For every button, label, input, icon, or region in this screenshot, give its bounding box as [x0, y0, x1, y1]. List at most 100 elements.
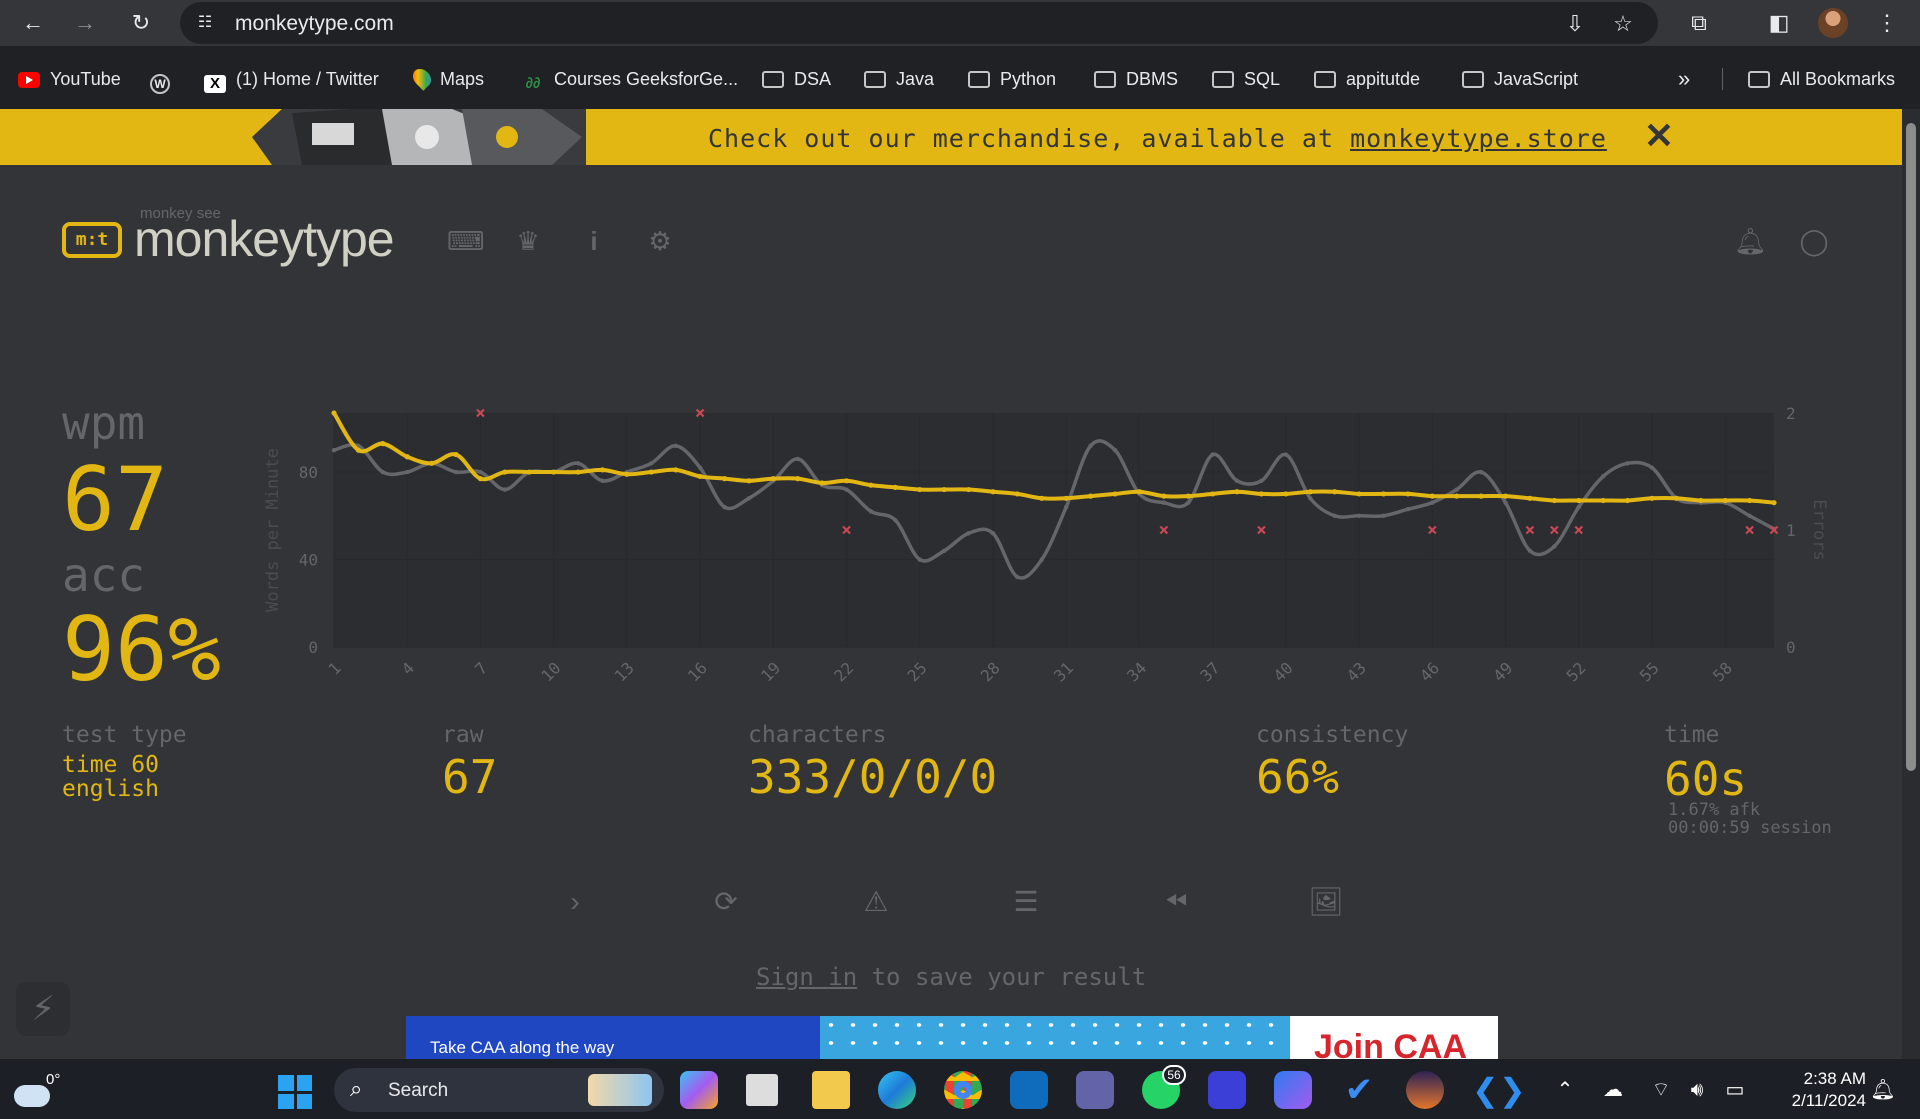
- scrollbar-thumb[interactable]: [1906, 123, 1916, 771]
- report-warning-icon[interactable]: ⚠: [863, 886, 889, 917]
- taskbar-search[interactable]: ⌕ Search: [334, 1068, 664, 1112]
- cloud-icon: [14, 1085, 50, 1107]
- data-point-wpm: [770, 476, 776, 482]
- bookmark-star-icon[interactable]: ☆: [1613, 11, 1633, 36]
- consistency-label: consistency: [1256, 722, 1409, 748]
- bookmark-twitter[interactable]: X (1) Home / Twitter: [204, 58, 379, 100]
- advertisement[interactable]: Take CAA along the way Join CAA: [406, 1016, 1498, 1060]
- whatsapp-icon[interactable]: 56: [1142, 1065, 1186, 1109]
- data-point-raw: [1381, 513, 1386, 518]
- signin-link[interactable]: Sign in: [756, 963, 858, 991]
- close-banner-icon[interactable]: ✕: [1643, 115, 1675, 156]
- chrome-icon[interactable]: [944, 1071, 982, 1109]
- battery-icon[interactable]: ▭: [1725, 1079, 1745, 1101]
- about-info-icon[interactable]: i: [590, 226, 598, 256]
- bookmark-folder-javascript[interactable]: JavaScript: [1462, 58, 1578, 100]
- more-bookmarks-button[interactable]: »: [1678, 66, 1691, 91]
- weather-widget[interactable]: 0°: [14, 1071, 74, 1111]
- leaderboard-crown-icon[interactable]: ♛: [516, 226, 540, 256]
- data-point-raw: [990, 531, 996, 536]
- bookmark-folder-sql[interactable]: SQL: [1212, 58, 1280, 100]
- data-point-wpm: [1722, 497, 1728, 504]
- copilot-pre-icon[interactable]: [680, 1071, 718, 1109]
- install-app-icon[interactable]: ⇩: [1565, 11, 1585, 36]
- task-view-icon[interactable]: [746, 1074, 778, 1106]
- forward-icon[interactable]: →: [74, 10, 96, 35]
- keyboard-icon[interactable]: ⌨: [447, 226, 485, 256]
- data-point-wpm: [1771, 500, 1777, 506]
- consistency-value: 66%: [1256, 750, 1340, 804]
- screenshot-image-icon[interactable]: 🖼︎: [1308, 886, 1344, 917]
- wifi-icon[interactable]: ⌔: [1651, 1079, 1671, 1101]
- data-point-raw: [1356, 513, 1362, 518]
- next-test-chevron-icon[interactable]: ›: [570, 886, 580, 917]
- data-point-raw: [331, 447, 337, 453]
- test-type-language: english: [62, 776, 159, 802]
- word-history-icon[interactable]: ☰: [1013, 886, 1039, 917]
- bookmark-label: appitutde: [1346, 69, 1421, 89]
- url-text[interactable]: monkeytype.com: [235, 12, 394, 35]
- windows-start-icon[interactable]: [278, 1075, 312, 1109]
- replay-rewind-icon[interactable]: ⏪︎: [1164, 886, 1188, 917]
- site-settings-icon[interactable]: ☷: [197, 14, 213, 31]
- bookmark-youtube[interactable]: YouTube: [18, 58, 121, 100]
- address-bar[interactable]: ☷ monkeytype.com ⇩ ☆: [180, 2, 1658, 44]
- app-icon[interactable]: [1208, 1071, 1246, 1109]
- side-panel-icon[interactable]: ◧: [1768, 10, 1790, 35]
- outlook-new-icon[interactable]: [1010, 1071, 1048, 1109]
- all-bookmarks-button[interactable]: All Bookmarks: [1748, 58, 1895, 100]
- bookmark-geeksforgeeks[interactable]: ∂∂ Courses GeeksforGe...: [522, 58, 739, 100]
- account-user-icon[interactable]: ◯: [1799, 226, 1829, 256]
- bookmark-maps[interactable]: Maps: [409, 58, 484, 100]
- logo-text[interactable]: monkeytype: [134, 211, 395, 267]
- data-point-wpm: [1649, 495, 1655, 501]
- data-point-wpm: [721, 476, 728, 482]
- data-point-raw: [868, 509, 874, 514]
- bookmark-folder-appitutde[interactable]: appitutde: [1314, 58, 1420, 100]
- notifications-bell-icon[interactable]: 🔔︎: [1734, 226, 1768, 256]
- characters-label: characters: [748, 722, 887, 748]
- bookmark-folder-dsa[interactable]: DSA: [762, 58, 831, 100]
- whatsapp-badge: 56: [1162, 1065, 1186, 1085]
- store-link[interactable]: monkeytype.store: [1350, 124, 1607, 153]
- data-point-wpm: [551, 469, 557, 475]
- todo-check-icon[interactable]: ✔: [1340, 1071, 1378, 1109]
- bookmark-label: DBMS: [1126, 69, 1179, 89]
- settings-gear-icon[interactable]: ⚙: [648, 226, 672, 256]
- teams-new-icon[interactable]: [1076, 1071, 1114, 1109]
- time-label: time: [1664, 722, 1720, 748]
- eclipse-icon[interactable]: [1406, 1071, 1444, 1109]
- file-explorer-icon[interactable]: [812, 1071, 850, 1109]
- command-line-lightning-icon[interactable]: ⚡︎: [16, 982, 70, 1036]
- profile-avatar[interactable]: [1818, 8, 1848, 38]
- restart-test-icon[interactable]: ⟳: [714, 886, 738, 917]
- chart-y2-axis-label: Errors: [1809, 499, 1828, 560]
- bookmark-label: DSA: [794, 69, 832, 89]
- data-point-wpm: [1161, 493, 1167, 499]
- copilot-icon[interactable]: [1274, 1071, 1312, 1109]
- back-icon[interactable]: ←: [22, 10, 44, 35]
- menu-icon[interactable]: ⋮: [1876, 10, 1898, 35]
- x-tick-label: 13: [611, 658, 638, 685]
- browser-toolbar: ← → ↻ ☷ monkeytype.com ⇩ ☆ ⧉ ◧ ⋮: [0, 0, 1920, 46]
- notification-bell-icon[interactable]: 🔔︎: [1870, 1079, 1896, 1101]
- characters-value: 333/0/0/0: [748, 750, 998, 804]
- edge-icon[interactable]: [878, 1071, 916, 1109]
- test-type-label: test type: [62, 722, 187, 748]
- page-scrollbar[interactable]: [1902, 109, 1920, 1059]
- vscode-icon[interactable]: ❮❯: [1472, 1071, 1526, 1109]
- data-point-raw: [1186, 500, 1191, 505]
- logo-mark[interactable]: m:t: [62, 222, 122, 258]
- onedrive-cloud-icon[interactable]: ☁: [1603, 1079, 1623, 1101]
- reload-icon[interactable]: ↻: [131, 10, 151, 35]
- taskbar-clock[interactable]: 2:38 AM 2/11/2024: [1770, 1068, 1866, 1112]
- bookmark-folder-java[interactable]: Java: [864, 58, 934, 100]
- error-marker: [1428, 525, 1437, 535]
- volume-icon[interactable]: 🔊︎: [1690, 1079, 1704, 1101]
- bookmark-folder-python[interactable]: Python: [968, 58, 1056, 100]
- tray-chevron-up-icon[interactable]: ⌃: [1556, 1079, 1574, 1101]
- bookmark-wordpress[interactable]: W: [150, 58, 180, 100]
- bookmark-folder-dbms[interactable]: DBMS: [1094, 58, 1178, 100]
- extensions-icon[interactable]: ⧉: [1691, 10, 1707, 35]
- data-point-raw: [1234, 478, 1240, 483]
